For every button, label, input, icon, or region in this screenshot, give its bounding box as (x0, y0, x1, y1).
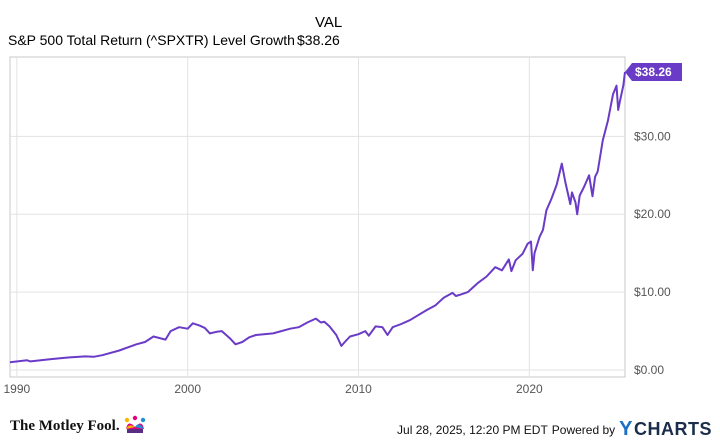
footer-attribution: Jul 28, 2025, 12:20 PM EDT Powered by Y … (397, 418, 712, 441)
ycharts-wordmark: CHARTS (634, 419, 712, 439)
ycharts-y-mark: Y (619, 418, 633, 440)
powered-by-label: Powered by (551, 422, 616, 437)
legend-series-value: $38.26 (297, 32, 340, 48)
motley-fool-logo[interactable]: The Motley Fool. (10, 415, 146, 437)
legend-column-header: VAL (315, 14, 343, 31)
y-tick-label: $20.00 (634, 207, 671, 221)
legend-series-label[interactable]: S&P 500 Total Return (^SPXTR) Level Grow… (8, 32, 295, 48)
y-tick-label: $0.00 (634, 363, 664, 377)
footer: The Motley Fool. Jul 28, 2025, 12:20 PM … (0, 404, 720, 441)
x-tick-label: 2000 (174, 382, 201, 396)
end-value-label: $38.26 (635, 65, 672, 79)
line-chart[interactable]: $0.00 $10.00 $20.00 $30.00 1990 2000 2010 2020 $… (0, 0, 720, 400)
legend-header: VAL S&P 500 Total Return (^SPXTR) Level … (0, 0, 720, 56)
x-tick-label: 2010 (345, 382, 372, 396)
x-tick-label: 2020 (516, 382, 543, 396)
jester-hat-icon (124, 415, 145, 433)
timestamp: Jul 28, 2025, 12:20 PM EDT (397, 422, 548, 437)
plot-frame (9, 56, 626, 378)
brand-name: The Motley Fool. (10, 417, 120, 434)
x-tick-label: 1990 (3, 382, 30, 396)
end-value-callout (625, 63, 682, 81)
ycharts-logo[interactable]: Y CHARTS (619, 418, 712, 441)
y-tick-label: $10.00 (634, 285, 671, 299)
series-line[interactable] (9, 71, 626, 364)
y-tick-label: $30.00 (634, 129, 671, 143)
